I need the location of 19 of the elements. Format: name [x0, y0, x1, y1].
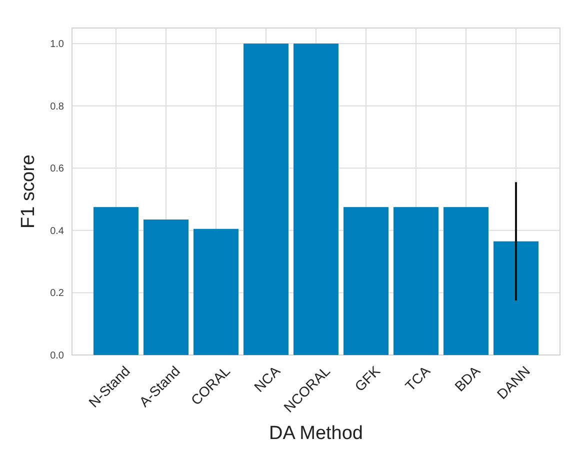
bar — [444, 207, 488, 355]
y-tick-label: 0.4 — [50, 226, 64, 237]
bar — [494, 241, 538, 355]
bar — [244, 44, 288, 355]
y-tick-label: 1.0 — [50, 39, 64, 50]
bar — [194, 228, 238, 355]
bar — [144, 220, 188, 355]
y-tick-label: 0.6 — [50, 164, 64, 175]
bar — [344, 207, 388, 355]
y-tick-label: 0.8 — [50, 101, 64, 112]
y-tick-label: 0.2 — [50, 288, 64, 300]
y-tick-label: 0.0 — [50, 350, 64, 362]
bar — [394, 207, 438, 355]
bar — [94, 207, 138, 355]
x-tick-label: TCA — [402, 362, 434, 394]
y-axis-title: F1 score — [18, 154, 39, 228]
x-tick-label: BDA — [451, 362, 484, 394]
x-axis-title: DA Method — [269, 423, 363, 444]
bar — [294, 44, 338, 355]
